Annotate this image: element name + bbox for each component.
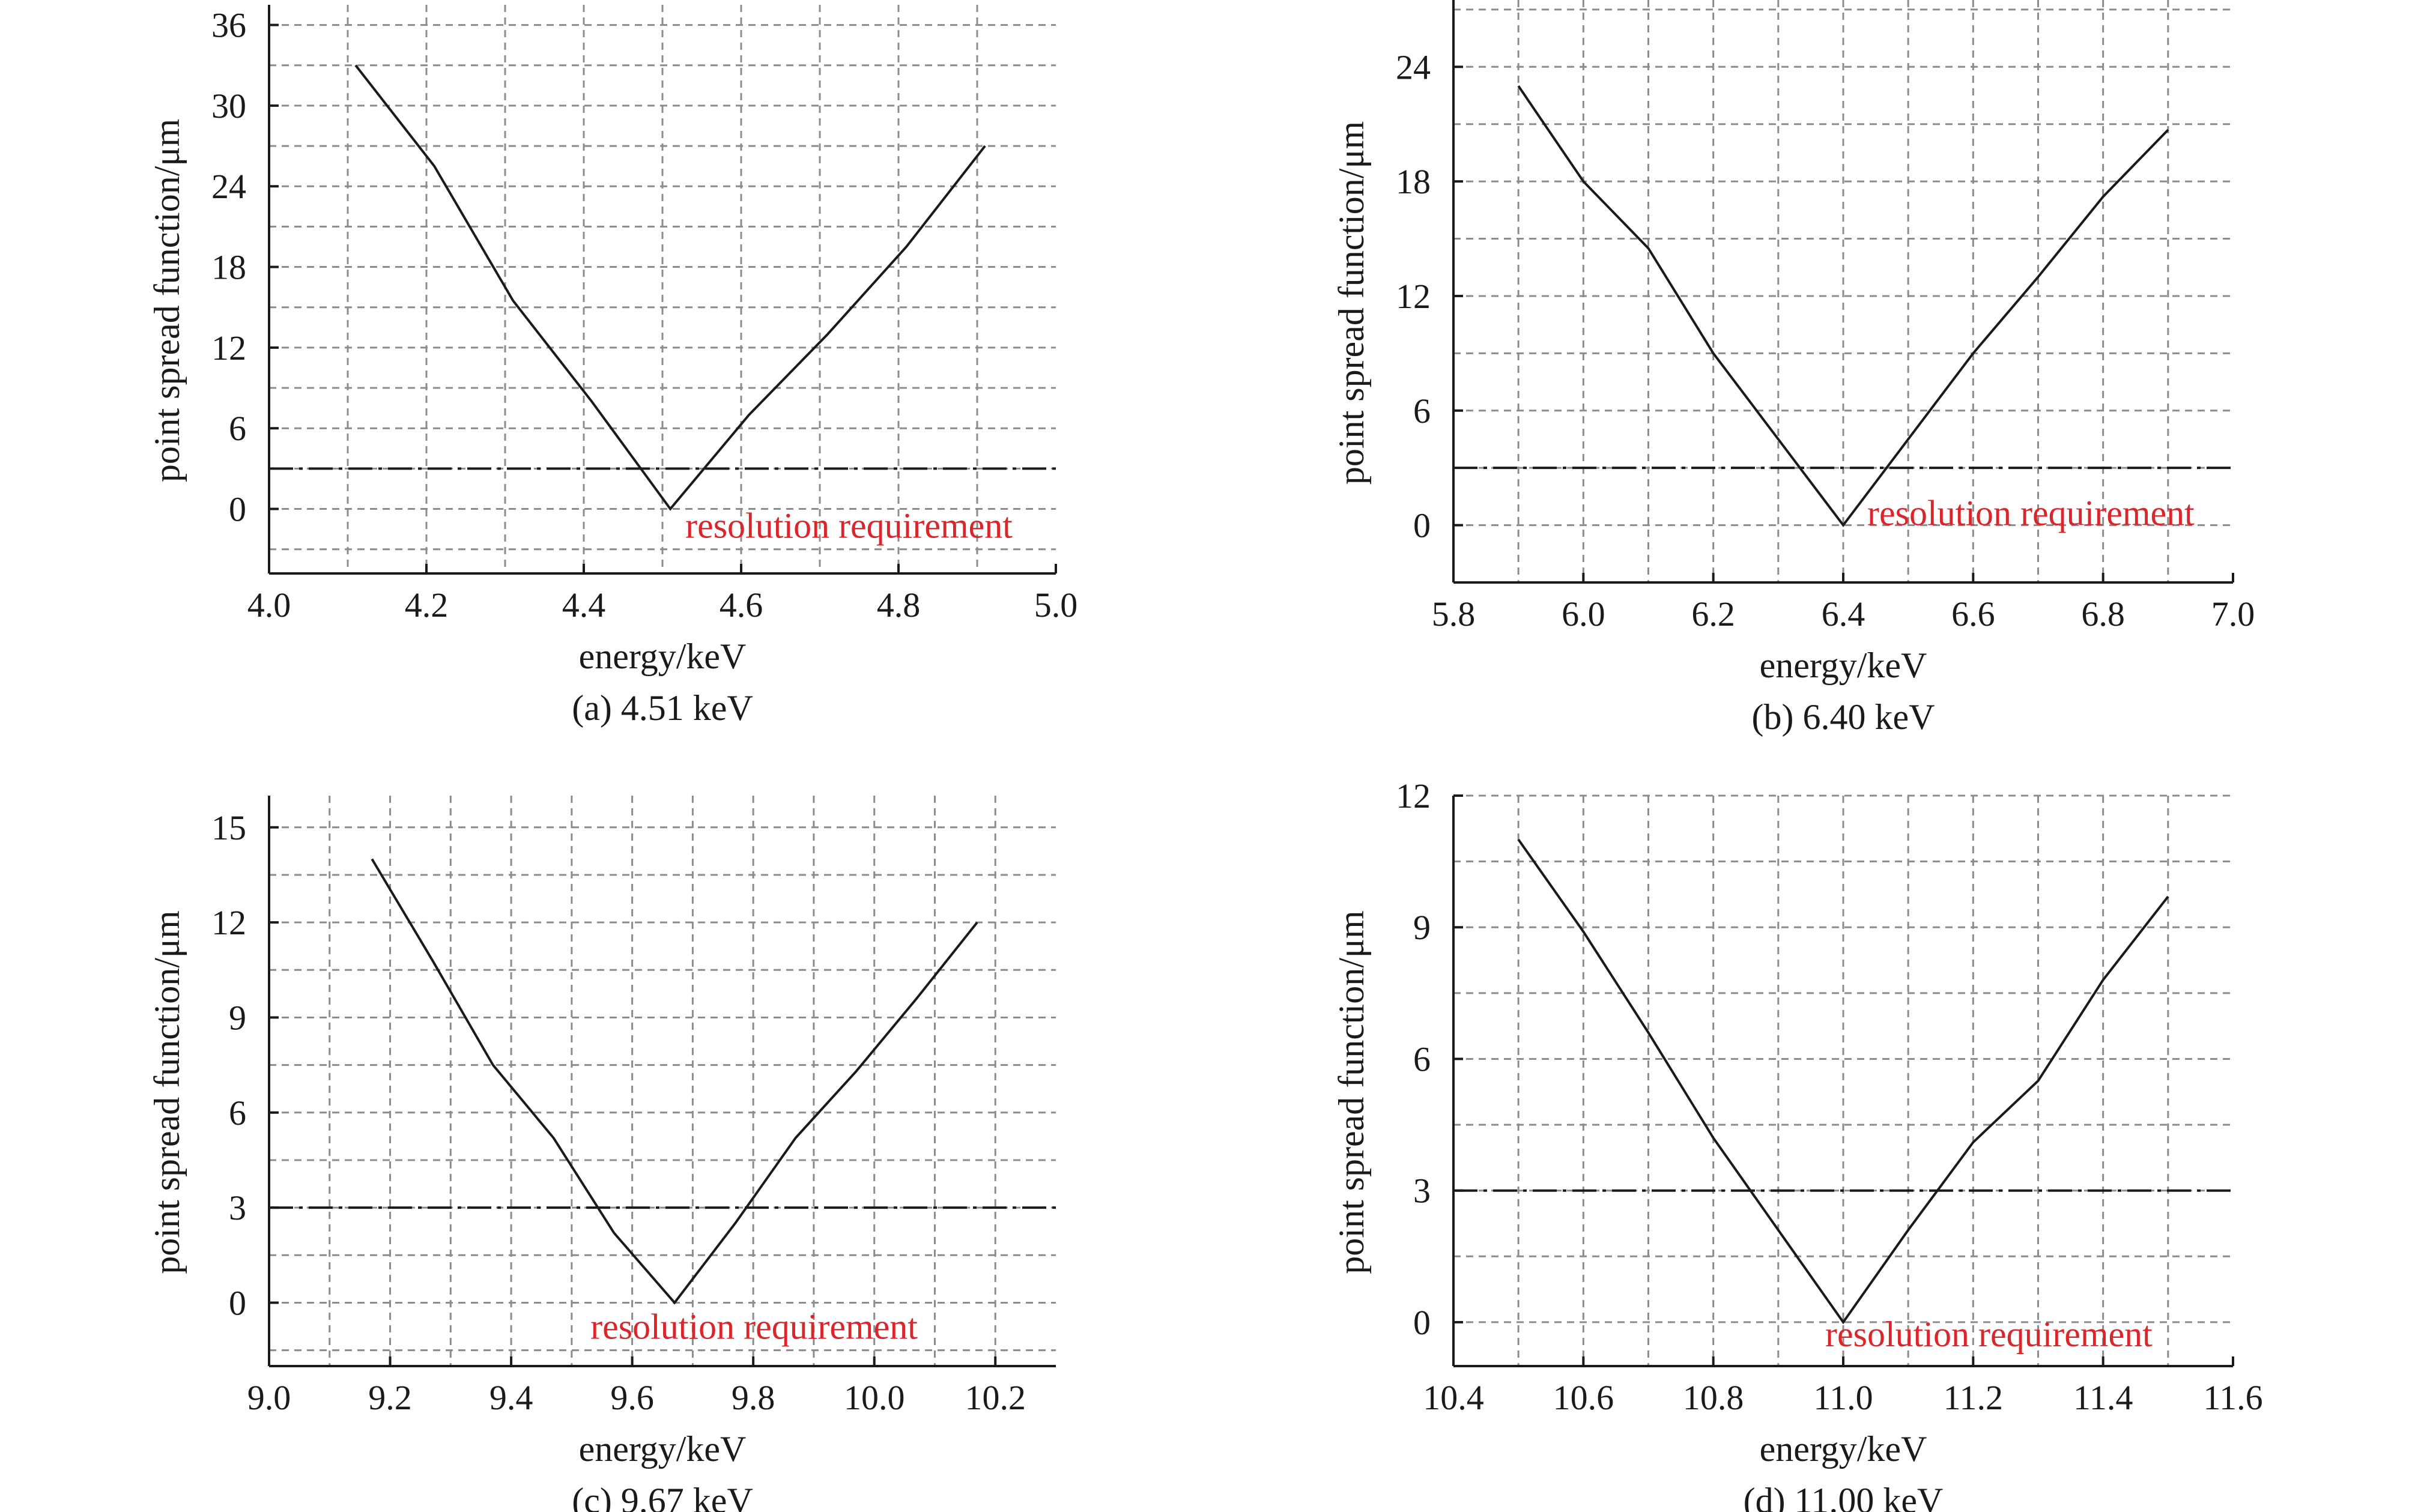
y-tick-label: 36 bbox=[211, 6, 246, 45]
annotation-resolution-requirement: resolution requirement bbox=[1867, 494, 2195, 533]
y-tick-label: 3 bbox=[229, 1188, 246, 1227]
x-axis-label: energy/keV bbox=[579, 1429, 747, 1469]
y-tick-label: 6 bbox=[229, 409, 246, 448]
y-tick-label: 18 bbox=[211, 248, 246, 287]
x-tick-label: 6.2 bbox=[1691, 594, 1735, 634]
x-tick-label: 10.0 bbox=[844, 1378, 905, 1417]
x-tick-label: 6.6 bbox=[1951, 594, 1995, 634]
annotation-resolution-requirement: resolution requirement bbox=[685, 506, 1013, 546]
y-tick-label: 9 bbox=[229, 998, 246, 1037]
x-tick-label: 4.0 bbox=[247, 585, 291, 624]
y-tick-label: 0 bbox=[1413, 506, 1431, 545]
y-tick-label: 30 bbox=[211, 86, 246, 125]
y-tick-label: 0 bbox=[229, 1283, 246, 1322]
chart-panel-b: 5.8 6.0 6.2 6.4 6.6 6.8 7.0 0 6 12 18 24 resolution … bbox=[1332, 0, 2255, 737]
y-axis-label: point spread function/μm bbox=[1332, 121, 1371, 485]
y-axis-label: point spread function/μm bbox=[147, 119, 187, 482]
y-tick-label: 12 bbox=[211, 903, 246, 942]
x-tick-label: 4.2 bbox=[405, 585, 449, 624]
y-tick-label: 6 bbox=[229, 1093, 246, 1132]
x-tick-label: 9.2 bbox=[368, 1378, 412, 1417]
y-tick-label: 12 bbox=[211, 328, 246, 367]
x-tick-label: 11.4 bbox=[2073, 1378, 2133, 1417]
panel-caption: (d) 11.00 keV bbox=[1744, 1481, 1944, 1512]
x-tick-label: 10.6 bbox=[1553, 1378, 1614, 1417]
x-tick-label: 6.4 bbox=[1822, 594, 1865, 634]
x-tick-label: 10.2 bbox=[965, 1378, 1026, 1417]
x-tick-label: 9.4 bbox=[489, 1378, 533, 1417]
x-axis-label: energy/keV bbox=[579, 637, 747, 676]
panel-caption: (c) 9.67 keV bbox=[572, 1481, 753, 1512]
x-tick-label: 9.6 bbox=[610, 1378, 654, 1417]
x-tick-label: 5.8 bbox=[1432, 594, 1476, 634]
psf-curve bbox=[371, 858, 978, 1305]
y-tick-label: 0 bbox=[1413, 1303, 1431, 1342]
y-tick-label: 3 bbox=[1413, 1172, 1431, 1211]
chart-panel-a: 4.0 4.2 4.4 4.6 4.8 5.0 0 6 12 18 24 30 36 resolution… bbox=[147, 5, 1077, 728]
x-tick-label: 11.0 bbox=[1813, 1378, 1873, 1417]
panel-caption: (a) 4.51 keV bbox=[572, 688, 753, 728]
x-tick-label: 9.0 bbox=[247, 1378, 291, 1417]
x-axis-label: energy/keV bbox=[1760, 1429, 1927, 1469]
y-tick-label: 24 bbox=[1396, 47, 1431, 86]
y-tick-label: 6 bbox=[1413, 392, 1431, 431]
x-tick-label: 11.6 bbox=[2203, 1378, 2262, 1417]
y-tick-label: 6 bbox=[1413, 1039, 1431, 1078]
x-axis-label: energy/keV bbox=[1760, 646, 1927, 685]
y-tick-label: 18 bbox=[1396, 162, 1431, 201]
x-tick-label: 6.8 bbox=[2081, 594, 2125, 634]
y-tick-label: 24 bbox=[211, 167, 246, 206]
panel-caption: (b) 6.40 keV bbox=[1752, 697, 1935, 737]
annotation-resolution-requirement: resolution requirement bbox=[1825, 1314, 2153, 1354]
y-axis-label: point spread function/μm bbox=[147, 910, 187, 1274]
x-tick-label: 4.4 bbox=[562, 585, 606, 624]
psf-curve bbox=[354, 64, 986, 511]
x-tick-label: 7.0 bbox=[2211, 594, 2255, 634]
x-tick-label: 4.6 bbox=[720, 585, 763, 624]
x-tick-label: 9.8 bbox=[732, 1378, 775, 1417]
y-tick-label: 12 bbox=[1396, 277, 1431, 316]
x-tick-label: 4.8 bbox=[877, 585, 921, 624]
y-tick-label: 12 bbox=[1396, 776, 1431, 815]
x-tick-label: 11.2 bbox=[1944, 1378, 2003, 1417]
x-tick-label: 6.0 bbox=[1562, 594, 1605, 634]
chart-panel-d: 10.4 10.6 10.8 11.0 11.2 11.4 11.6 0 3 6 9 12 resolu… bbox=[1332, 776, 2263, 1512]
chart-panel-c: 9.0 9.2 9.4 9.6 9.8 10.0 10.2 0 3 6 9 12 15 resolutio… bbox=[147, 796, 1056, 1512]
x-tick-label: 10.4 bbox=[1423, 1378, 1484, 1417]
y-axis-label: point spread function/μm bbox=[1332, 910, 1371, 1274]
x-tick-label: 10.8 bbox=[1683, 1378, 1744, 1417]
y-tick-label: 15 bbox=[211, 808, 246, 847]
annotation-resolution-requirement: resolution requirement bbox=[590, 1307, 918, 1346]
y-tick-label: 0 bbox=[229, 490, 246, 529]
y-tick-label: 9 bbox=[1413, 908, 1431, 947]
x-tick-label: 5.0 bbox=[1034, 585, 1078, 624]
